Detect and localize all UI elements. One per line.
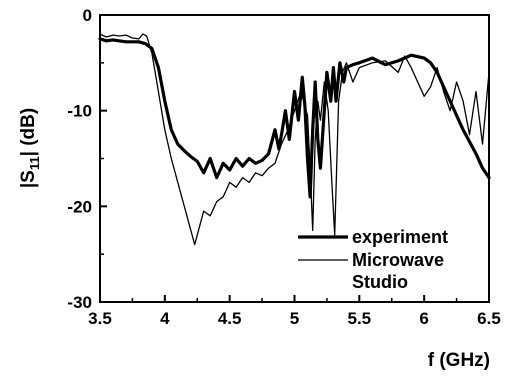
series-line-microwave-studio [99, 33, 490, 246]
x-tick-label: 4.5 [218, 309, 242, 328]
y-axis-label-post: | (dB) [18, 108, 39, 157]
x-tick-label: 5.5 [348, 309, 372, 328]
y-axis-label-sub: 11 [27, 156, 42, 170]
plot-area: 3.5 4 4.5 5 5.5 6 6.5 0 -10 -20 -30 [67, 6, 500, 328]
legend-label-microwave-studio: Microwave Studio [352, 250, 444, 292]
legend-label-experiment: experiment [352, 227, 448, 247]
y-tick-label: -30 [67, 293, 92, 312]
x-tick-label: 5 [290, 309, 299, 328]
x-tick-label: 6.5 [477, 309, 501, 328]
x-tick-label: 6 [419, 309, 428, 328]
x-tick-label: 3.5 [88, 309, 112, 328]
y-tick-label: -20 [67, 197, 92, 216]
y-tick-label: -10 [67, 102, 92, 121]
series-line-experiment [98, 37, 491, 199]
x-axis-label: f (GHz) [428, 350, 490, 371]
y-axis-label: |S11| (dB) [18, 108, 42, 188]
x-tick-label: 4 [160, 309, 170, 328]
y-axis-label-pre: |S [18, 170, 39, 188]
y-tick-label: 0 [83, 6, 92, 25]
legend: experiment Microwave Studio [298, 227, 448, 292]
y-axis-label-text: |S11| (dB) [18, 108, 42, 188]
